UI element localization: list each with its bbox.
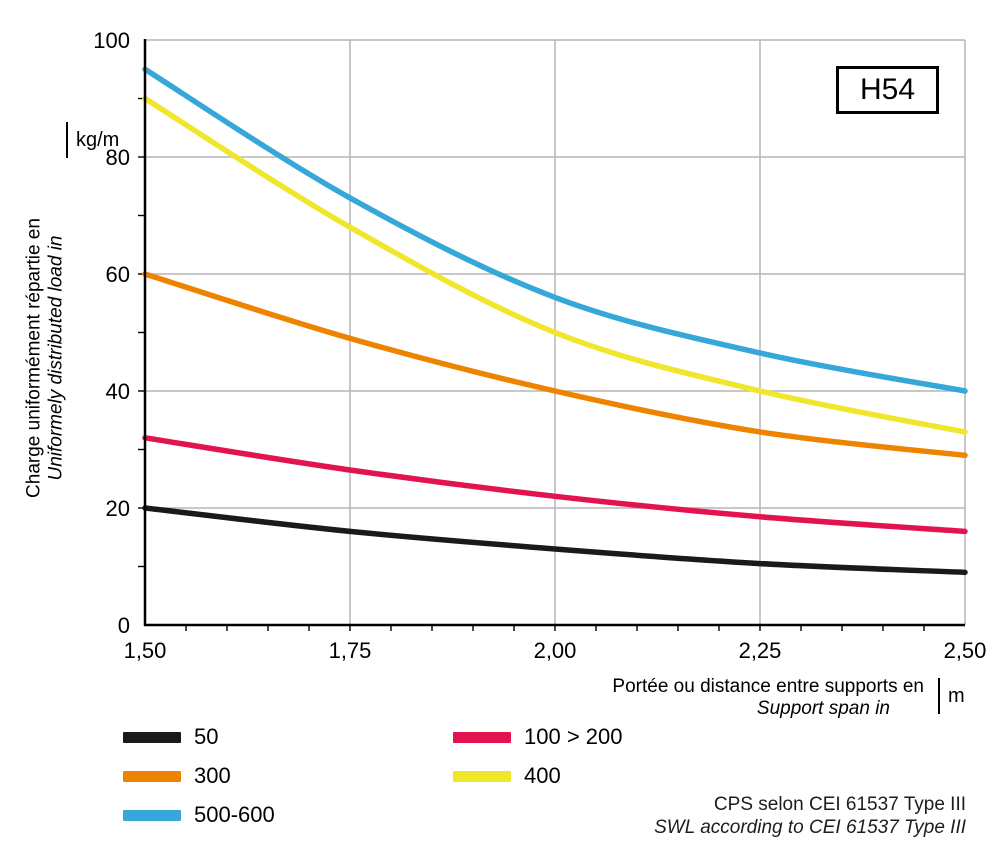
x-axis-unit: m [938,678,965,714]
footer-note: CPS selon CEI 61537 Type III SWL accordi… [654,794,966,840]
x-tick-label: 2,25 [739,638,782,663]
x-unit-label: m [948,684,965,707]
footer-line1: CPS selon CEI 61537 Type III [713,794,966,815]
legend-swatch [453,731,511,743]
x-axis-label-en: Support span in [756,698,890,720]
legend-item-100-200: 100 > 200 [453,724,622,750]
y-tick-label: 0 [118,613,130,638]
legend: 50 100 > 200 300 400 500-600 [123,724,622,828]
legend-label: 500-600 [194,802,275,827]
legend-label: 100 > 200 [524,724,623,749]
y-tick-label: 20 [106,496,130,521]
x-tick-label: 2,50 [944,638,987,663]
legend-item-400: 400 [453,763,622,789]
y-unit-label: kg/m [76,128,120,151]
legend-label: 300 [194,763,231,788]
chart-code-badge: H54 [836,66,940,114]
x-axis-label: Portée ou distance entre supports en Sup… [612,676,924,721]
legend-swatch [123,809,181,821]
y-axis-label: Charge uniformément répartie en Uniforme… [24,128,69,588]
legend-item-50: 50 [123,724,453,750]
x-tick-label: 2,00 [534,638,577,663]
y-tick-label: 100 [93,28,130,53]
footer-line2: SWL according to CEI 61537 Type III [654,816,966,838]
legend-item-300: 300 [123,763,453,789]
x-tick-label: 1,50 [124,638,167,663]
curve-50 [142,505,968,576]
legend-item-500-600: 500-600 [123,802,453,828]
y-tick-label: 40 [106,379,130,404]
unit-divider-icon [66,122,68,158]
legend-swatch [123,731,181,743]
legend-swatch [123,770,181,782]
curve-400 [142,95,968,435]
y-tick-label: 80 [106,145,130,170]
legend-swatch [453,770,511,782]
curve-300 [142,271,968,459]
x-tick-label: 1,75 [329,638,372,663]
x-axis-label-fr: Portée ou distance entre supports en [612,676,924,697]
legend-label: 50 [194,724,219,749]
chart-canvas: 1,50 1,75 2,00 2,25 2,50 0 20 40 60 80 100 [93,28,987,663]
y-axis-label-en: Uniformely distributed load in [46,235,67,481]
curve-500-600 [142,66,968,394]
curve-100 > 200 [142,435,968,535]
y-tick-label: 60 [106,262,130,287]
unit-divider-icon [938,678,940,714]
y-axis-label-fr: Charge uniformément répartie en [23,218,45,498]
y-axis-unit: kg/m [66,122,119,158]
legend-label: 400 [524,763,561,788]
